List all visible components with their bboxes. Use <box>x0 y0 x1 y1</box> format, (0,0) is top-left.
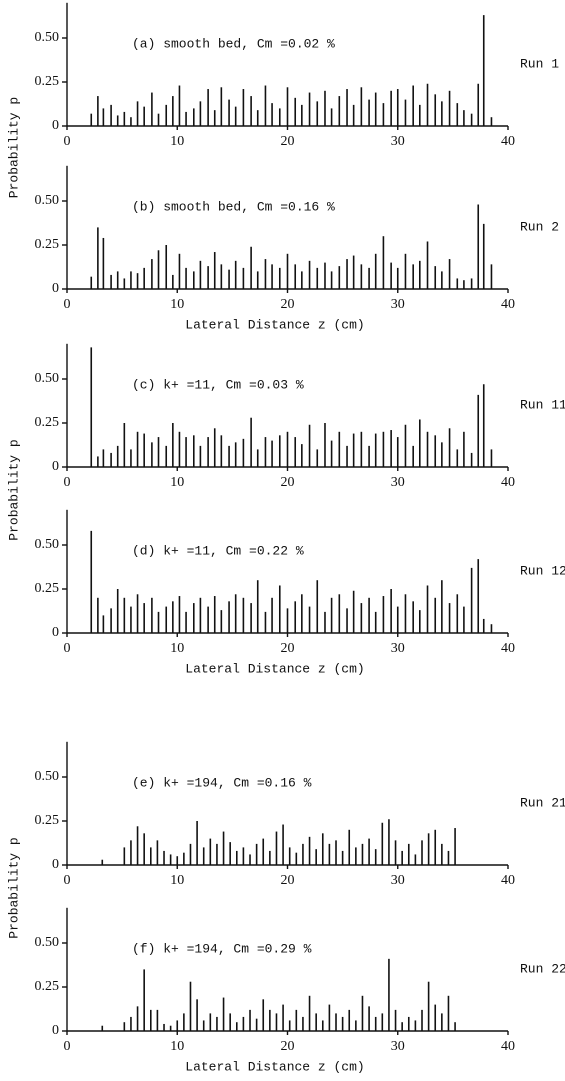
run-label: Run 22 <box>520 961 565 976</box>
panel-annotation: (a) smooth bed, Cm =0.02 % <box>132 36 335 51</box>
y-tick-label: 0 <box>52 118 59 133</box>
run-label: Run 21 <box>520 795 565 810</box>
x-tick-label: 20 <box>281 475 295 490</box>
x-tick-label: 10 <box>170 475 184 490</box>
y-axis-label: Probability p <box>6 97 21 198</box>
y-tick-label: 0.50 <box>35 769 60 784</box>
x-tick-label: 0 <box>64 1039 71 1054</box>
x-tick-label: 30 <box>391 134 405 149</box>
y-tick-label: 0.50 <box>35 371 60 386</box>
x-tick-label: 30 <box>391 297 405 312</box>
x-tick-label: 20 <box>281 134 295 149</box>
x-tick-label: 30 <box>391 641 405 656</box>
x-tick-label: 30 <box>391 1039 405 1054</box>
y-tick-label: 0.50 <box>35 935 60 950</box>
x-tick-label: 10 <box>170 873 184 888</box>
x-axis-label: Lateral Distance z (cm) <box>185 317 364 332</box>
y-tick-label: 0.25 <box>35 237 60 252</box>
y-axis-label: Probability p <box>6 439 21 540</box>
y-axis-label: Probability p <box>6 837 21 938</box>
x-tick-label: 40 <box>501 1039 515 1054</box>
x-tick-label: 10 <box>170 1039 184 1054</box>
run-label: Run 12 <box>520 563 565 578</box>
x-axis-label: Lateral Distance z (cm) <box>185 661 364 676</box>
x-tick-label: 20 <box>281 1039 295 1054</box>
x-tick-label: 30 <box>391 873 405 888</box>
y-tick-label: 0.50 <box>35 537 60 552</box>
y-tick-label: 0 <box>52 857 59 872</box>
panel-annotation: (e) k+ =194, Cm =0.16 % <box>132 775 312 790</box>
y-tick-label: 0.25 <box>35 74 60 89</box>
x-tick-label: 0 <box>64 475 71 490</box>
x-tick-label: 0 <box>64 134 71 149</box>
x-tick-label: 40 <box>501 134 515 149</box>
y-tick-label: 0.50 <box>35 30 60 45</box>
panel-annotation: (d) k+ =11, Cm =0.22 % <box>132 543 304 558</box>
x-tick-label: 40 <box>501 641 515 656</box>
y-tick-label: 0 <box>52 1023 59 1038</box>
y-tick-label: 0.25 <box>35 581 60 596</box>
run-label: Run 11 <box>520 397 565 412</box>
y-tick-label: 0 <box>52 281 59 296</box>
x-tick-label: 0 <box>64 873 71 888</box>
x-tick-label: 20 <box>281 297 295 312</box>
y-tick-label: 0.25 <box>35 813 60 828</box>
run-label: Run 2 <box>520 219 559 234</box>
panel-annotation: (f) k+ =194, Cm =0.29 % <box>132 941 312 956</box>
x-tick-label: 10 <box>170 297 184 312</box>
x-tick-label: 30 <box>391 475 405 490</box>
x-tick-label: 20 <box>281 873 295 888</box>
x-tick-label: 40 <box>501 297 515 312</box>
x-tick-label: 40 <box>501 873 515 888</box>
panel-annotation: (b) smooth bed, Cm =0.16 % <box>132 199 335 214</box>
run-label: Run 1 <box>520 56 559 71</box>
y-tick-label: 0.25 <box>35 415 60 430</box>
y-tick-label: 0 <box>52 459 59 474</box>
x-tick-label: 20 <box>281 641 295 656</box>
x-tick-label: 0 <box>64 641 71 656</box>
panel-annotation: (c) k+ =11, Cm =0.03 % <box>132 377 304 392</box>
x-tick-label: 0 <box>64 297 71 312</box>
x-axis-label: Lateral Distance z (cm) <box>185 1059 364 1074</box>
x-tick-label: 10 <box>170 134 184 149</box>
y-tick-label: 0.50 <box>35 193 60 208</box>
x-tick-label: 40 <box>501 475 515 490</box>
y-tick-label: 0 <box>52 625 59 640</box>
x-tick-label: 10 <box>170 641 184 656</box>
y-tick-label: 0.25 <box>35 979 60 994</box>
